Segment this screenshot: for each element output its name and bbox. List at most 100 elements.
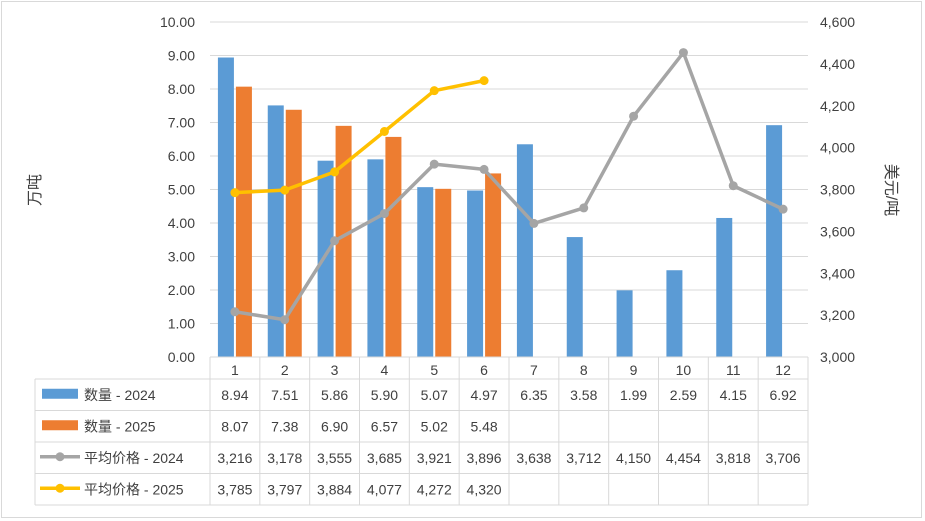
table-cell: 6.90 — [321, 418, 348, 434]
line-point — [479, 76, 489, 86]
table-cell: 4,077 — [367, 481, 402, 497]
table-cell: 6.92 — [769, 387, 796, 403]
bar — [566, 237, 583, 357]
table-cell: 3.58 — [570, 387, 597, 403]
bar — [417, 187, 434, 357]
category-label: 2 — [281, 362, 289, 378]
line-series — [230, 48, 788, 325]
y2-tick-label: 3,200 — [820, 307, 855, 323]
legend-label: 平均价格 - 2025 — [84, 481, 184, 497]
category-label: 9 — [630, 362, 638, 378]
y2-tick-label: 4,400 — [820, 56, 855, 72]
y-tick-label: 5.00 — [168, 182, 195, 198]
bar — [267, 105, 284, 357]
line-point — [280, 315, 290, 325]
table-cell: 3,216 — [217, 450, 252, 466]
bar — [217, 57, 234, 357]
table-cell: 3,785 — [217, 481, 252, 497]
bar — [385, 136, 402, 357]
table-cell: 4,454 — [666, 450, 701, 466]
table-cell: 7.38 — [271, 418, 298, 434]
y-tick-label: 10.00 — [160, 14, 195, 30]
line-point — [230, 307, 240, 317]
table-cell: 2.59 — [670, 387, 697, 403]
category-label: 1 — [231, 362, 239, 378]
y-tick-label: 2.00 — [168, 282, 195, 298]
table-cell: 6.57 — [371, 418, 398, 434]
line-point — [678, 48, 688, 58]
bar — [516, 144, 533, 357]
bar — [317, 160, 334, 357]
y-tick-label: 1.00 — [168, 316, 195, 332]
table-cell: 3,555 — [317, 450, 352, 466]
y2-tick-label: 3,800 — [820, 182, 855, 198]
bar — [666, 270, 683, 357]
y-tick-label: 8.00 — [168, 81, 195, 97]
table-cell: 5.90 — [371, 387, 398, 403]
y2-tick-label: 3,600 — [820, 223, 855, 239]
bar — [616, 290, 633, 357]
table-cell: 4,272 — [417, 481, 452, 497]
bar — [235, 86, 252, 357]
table-cell: 3,884 — [317, 481, 352, 497]
y2-tick-label: 3,000 — [820, 349, 855, 365]
line-point — [330, 236, 340, 246]
y-tick-label: 4.00 — [168, 215, 195, 231]
series-line — [234, 78, 485, 195]
series-line — [234, 50, 784, 322]
line-point — [330, 167, 340, 177]
legend-marker — [55, 452, 65, 462]
table-cell: 6.35 — [520, 387, 547, 403]
table-cell: 5.02 — [421, 418, 448, 434]
y-tick-label: 9.00 — [168, 48, 195, 64]
bar — [716, 217, 733, 357]
y-tick-label: 3.00 — [168, 249, 195, 265]
category-label: 11 — [726, 362, 741, 378]
table-cell: 3,706 — [766, 450, 801, 466]
line-point — [728, 181, 738, 191]
legend-swatch — [42, 420, 78, 431]
table-cell: 5.86 — [321, 387, 348, 403]
table-cell: 4,150 — [616, 450, 651, 466]
legend-label: 数量 - 2024 — [84, 387, 156, 403]
y-tick-label: 6.00 — [168, 148, 195, 164]
line-point — [280, 185, 290, 195]
category-label: 12 — [775, 362, 791, 378]
line-point — [429, 86, 439, 96]
legend-swatch — [42, 388, 78, 399]
table-cell: 3,818 — [716, 450, 751, 466]
bar — [335, 125, 352, 357]
table-cell: 4,320 — [467, 481, 502, 497]
bar — [367, 159, 384, 357]
line-point — [629, 111, 639, 121]
bar — [435, 188, 452, 357]
table-cell: 3,685 — [367, 450, 402, 466]
table-cell: 5.48 — [470, 418, 497, 434]
y-tick-label: 7.00 — [168, 115, 195, 131]
legend-label: 数量 - 2025 — [84, 418, 156, 434]
y2-tick-label: 4,600 — [820, 14, 855, 30]
table-cell: 8.94 — [221, 387, 248, 403]
legend-label: 平均价格 - 2024 — [84, 450, 184, 466]
bar — [485, 173, 502, 357]
table-cell: 8.07 — [221, 418, 248, 434]
y2-tick-label: 3,400 — [820, 265, 855, 281]
line-point — [429, 159, 439, 169]
bar-series — [217, 57, 783, 358]
y2-tick-label: 4,000 — [820, 140, 855, 156]
category-label: 8 — [580, 362, 588, 378]
y-axis-title: 万吨 — [26, 174, 44, 206]
y2-axis-title: 美元/吨 — [882, 164, 900, 216]
category-label: 7 — [530, 362, 538, 378]
category-label: 5 — [430, 362, 438, 378]
table-cell: 3,896 — [467, 450, 502, 466]
legend-marker — [55, 483, 65, 493]
table-cell: 4.97 — [470, 387, 497, 403]
y2-tick-label: 4,200 — [820, 98, 855, 114]
table-cell: 3,797 — [267, 481, 302, 497]
table-cell: 3,921 — [417, 450, 452, 466]
line-point — [230, 188, 240, 198]
